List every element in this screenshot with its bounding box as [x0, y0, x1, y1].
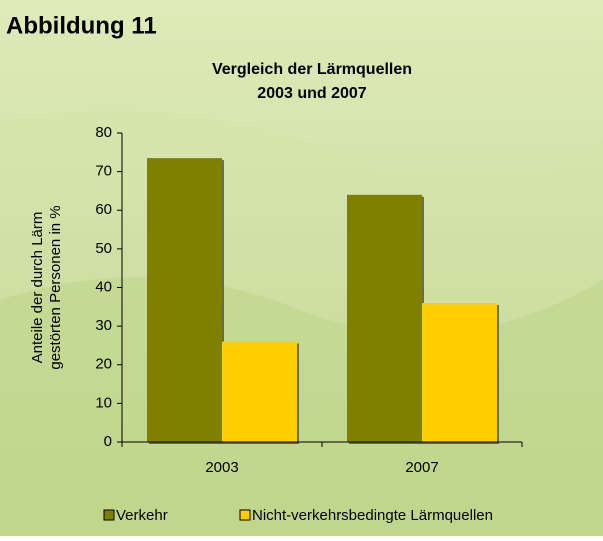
- x-tick-label: 2007: [405, 459, 438, 476]
- figure-label: Abbildung 11: [6, 12, 157, 39]
- bar: [422, 302, 497, 442]
- y-axis-label: Anteile der durch Lärm: [29, 212, 46, 364]
- y-tick-label: 30: [95, 317, 112, 334]
- chart-title: Vergleich der Lärmquellen: [212, 61, 412, 78]
- legend-label: Nicht-verkehrsbedingte Lärmquellen: [252, 507, 493, 524]
- bar: [147, 158, 222, 442]
- bar: [347, 194, 422, 442]
- y-tick-label: 10: [95, 394, 112, 411]
- y-tick-label: 80: [95, 124, 112, 141]
- y-axis-label: gestörten Personen in %: [47, 205, 64, 369]
- legend-swatch: [239, 509, 251, 521]
- y-tick-label: 0: [104, 433, 112, 450]
- legend-label: Verkehr: [116, 507, 168, 524]
- chart-title: 2003 und 2007: [257, 85, 367, 102]
- x-tick-label: 2003: [205, 459, 238, 476]
- y-tick-label: 40: [95, 278, 112, 295]
- bar: [222, 341, 297, 442]
- y-tick-label: 20: [95, 356, 112, 373]
- y-tick-label: 60: [95, 201, 112, 218]
- y-tick-label: 50: [95, 240, 112, 257]
- legend-swatch: [103, 509, 115, 521]
- y-tick-label: 70: [95, 163, 112, 180]
